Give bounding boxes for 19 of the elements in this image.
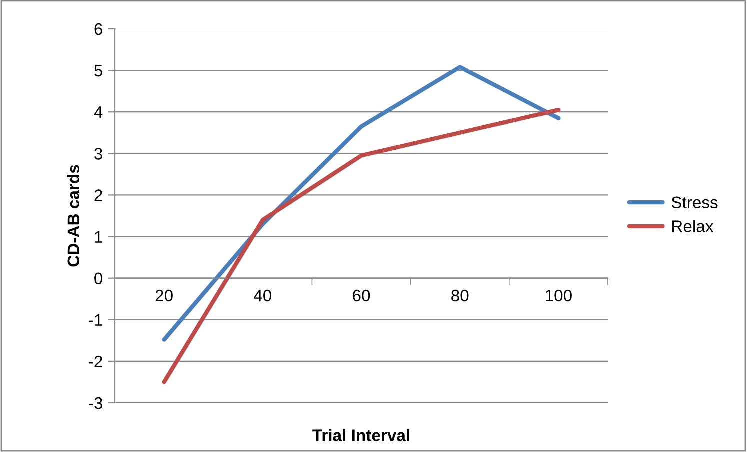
y-tick-label: 4 [94, 106, 103, 118]
y-tick-label: 5 [94, 65, 102, 77]
x-axis-title: Trial Interval [312, 429, 410, 442]
y-tick-label: -3 [89, 397, 102, 410]
x-tick-label: 60 [353, 290, 370, 302]
y-tick-label: 6 [94, 23, 102, 36]
legend-label: Relax [672, 220, 714, 232]
y-tick-label: -2 [89, 356, 102, 368]
x-tick-label: 40 [254, 290, 272, 302]
x-tick-label: 100 [546, 290, 572, 302]
x-tick-label: 80 [452, 290, 469, 302]
y-tick-label: 3 [94, 148, 102, 160]
y-axis-title: CD-AB cards [67, 165, 80, 267]
legend-label: Stress [672, 196, 718, 209]
y-tick-label: -1 [89, 314, 102, 326]
y-tick-label: 0 [94, 272, 103, 285]
y-tick-label: 2 [94, 190, 102, 202]
y-tick-label: 1 [95, 231, 102, 243]
x-tick-label: 20 [156, 290, 173, 302]
